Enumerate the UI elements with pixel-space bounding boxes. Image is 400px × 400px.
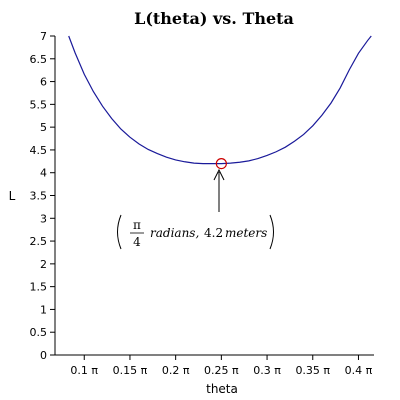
y-tick-label: 2 bbox=[40, 258, 47, 271]
x-tick-label: 0.4 π bbox=[345, 364, 373, 377]
y-tick-label: 6.5 bbox=[30, 53, 48, 66]
x-tick-label: 0.1 π bbox=[70, 364, 98, 377]
x-tick-label: 0.3 π bbox=[253, 364, 281, 377]
x-axis-label: theta bbox=[206, 382, 238, 396]
y-tick-label: 5 bbox=[40, 121, 47, 134]
annotation-arrow-head bbox=[213, 168, 225, 181]
annotation-numerator: π bbox=[133, 218, 141, 232]
x-axis: 0.1 π 0.15 π 0.2 π 0.25 π 0.3 π 0.35 π 0.4 π bbox=[55, 354, 374, 377]
y-tick-label: 3 bbox=[40, 212, 47, 225]
x-tick-label: 0.2 π bbox=[162, 364, 190, 377]
y-tick-label: 3.5 bbox=[30, 190, 48, 203]
y-tick-label: 0.5 bbox=[30, 326, 48, 339]
annotation-radians-text: radians, bbox=[150, 226, 199, 240]
chart-title: L(theta) vs. Theta bbox=[134, 9, 294, 28]
highlight-point-marker bbox=[215, 158, 227, 170]
y-tick-label: 7 bbox=[40, 30, 47, 43]
annotation-right-paren bbox=[269, 214, 274, 250]
y-tick-label: 2.5 bbox=[30, 235, 48, 248]
y-tick-label: 0 bbox=[40, 349, 47, 362]
x-tick-label: 0.25 π bbox=[204, 364, 239, 377]
annotation: π 4 radians, 4.2 meters bbox=[117, 168, 274, 250]
annotation-left-paren bbox=[117, 214, 122, 250]
annotation-meters-text: meters bbox=[225, 226, 267, 240]
y-tick-label: 1 bbox=[40, 303, 47, 316]
series-line bbox=[68, 35, 372, 165]
y-tick-label: 6 bbox=[40, 76, 47, 89]
x-tick-label: 0.35 π bbox=[295, 364, 330, 377]
y-tick-label: 1.5 bbox=[30, 281, 48, 294]
y-axis: 0 0.5 1 1.5 2 2.5 3 3.5 4 4.5 5 5.5 6 6.5 7 bbox=[30, 30, 56, 362]
y-tick-label: 5.5 bbox=[30, 98, 48, 111]
y-tick-label: 4 bbox=[40, 167, 47, 180]
annotation-value: 4.2 bbox=[204, 226, 223, 240]
x-tick-label: 0.15 π bbox=[113, 364, 148, 377]
annotation-denominator: 4 bbox=[133, 235, 141, 249]
y-tick-label: 4.5 bbox=[30, 144, 48, 157]
y-axis-label: L bbox=[9, 189, 16, 203]
